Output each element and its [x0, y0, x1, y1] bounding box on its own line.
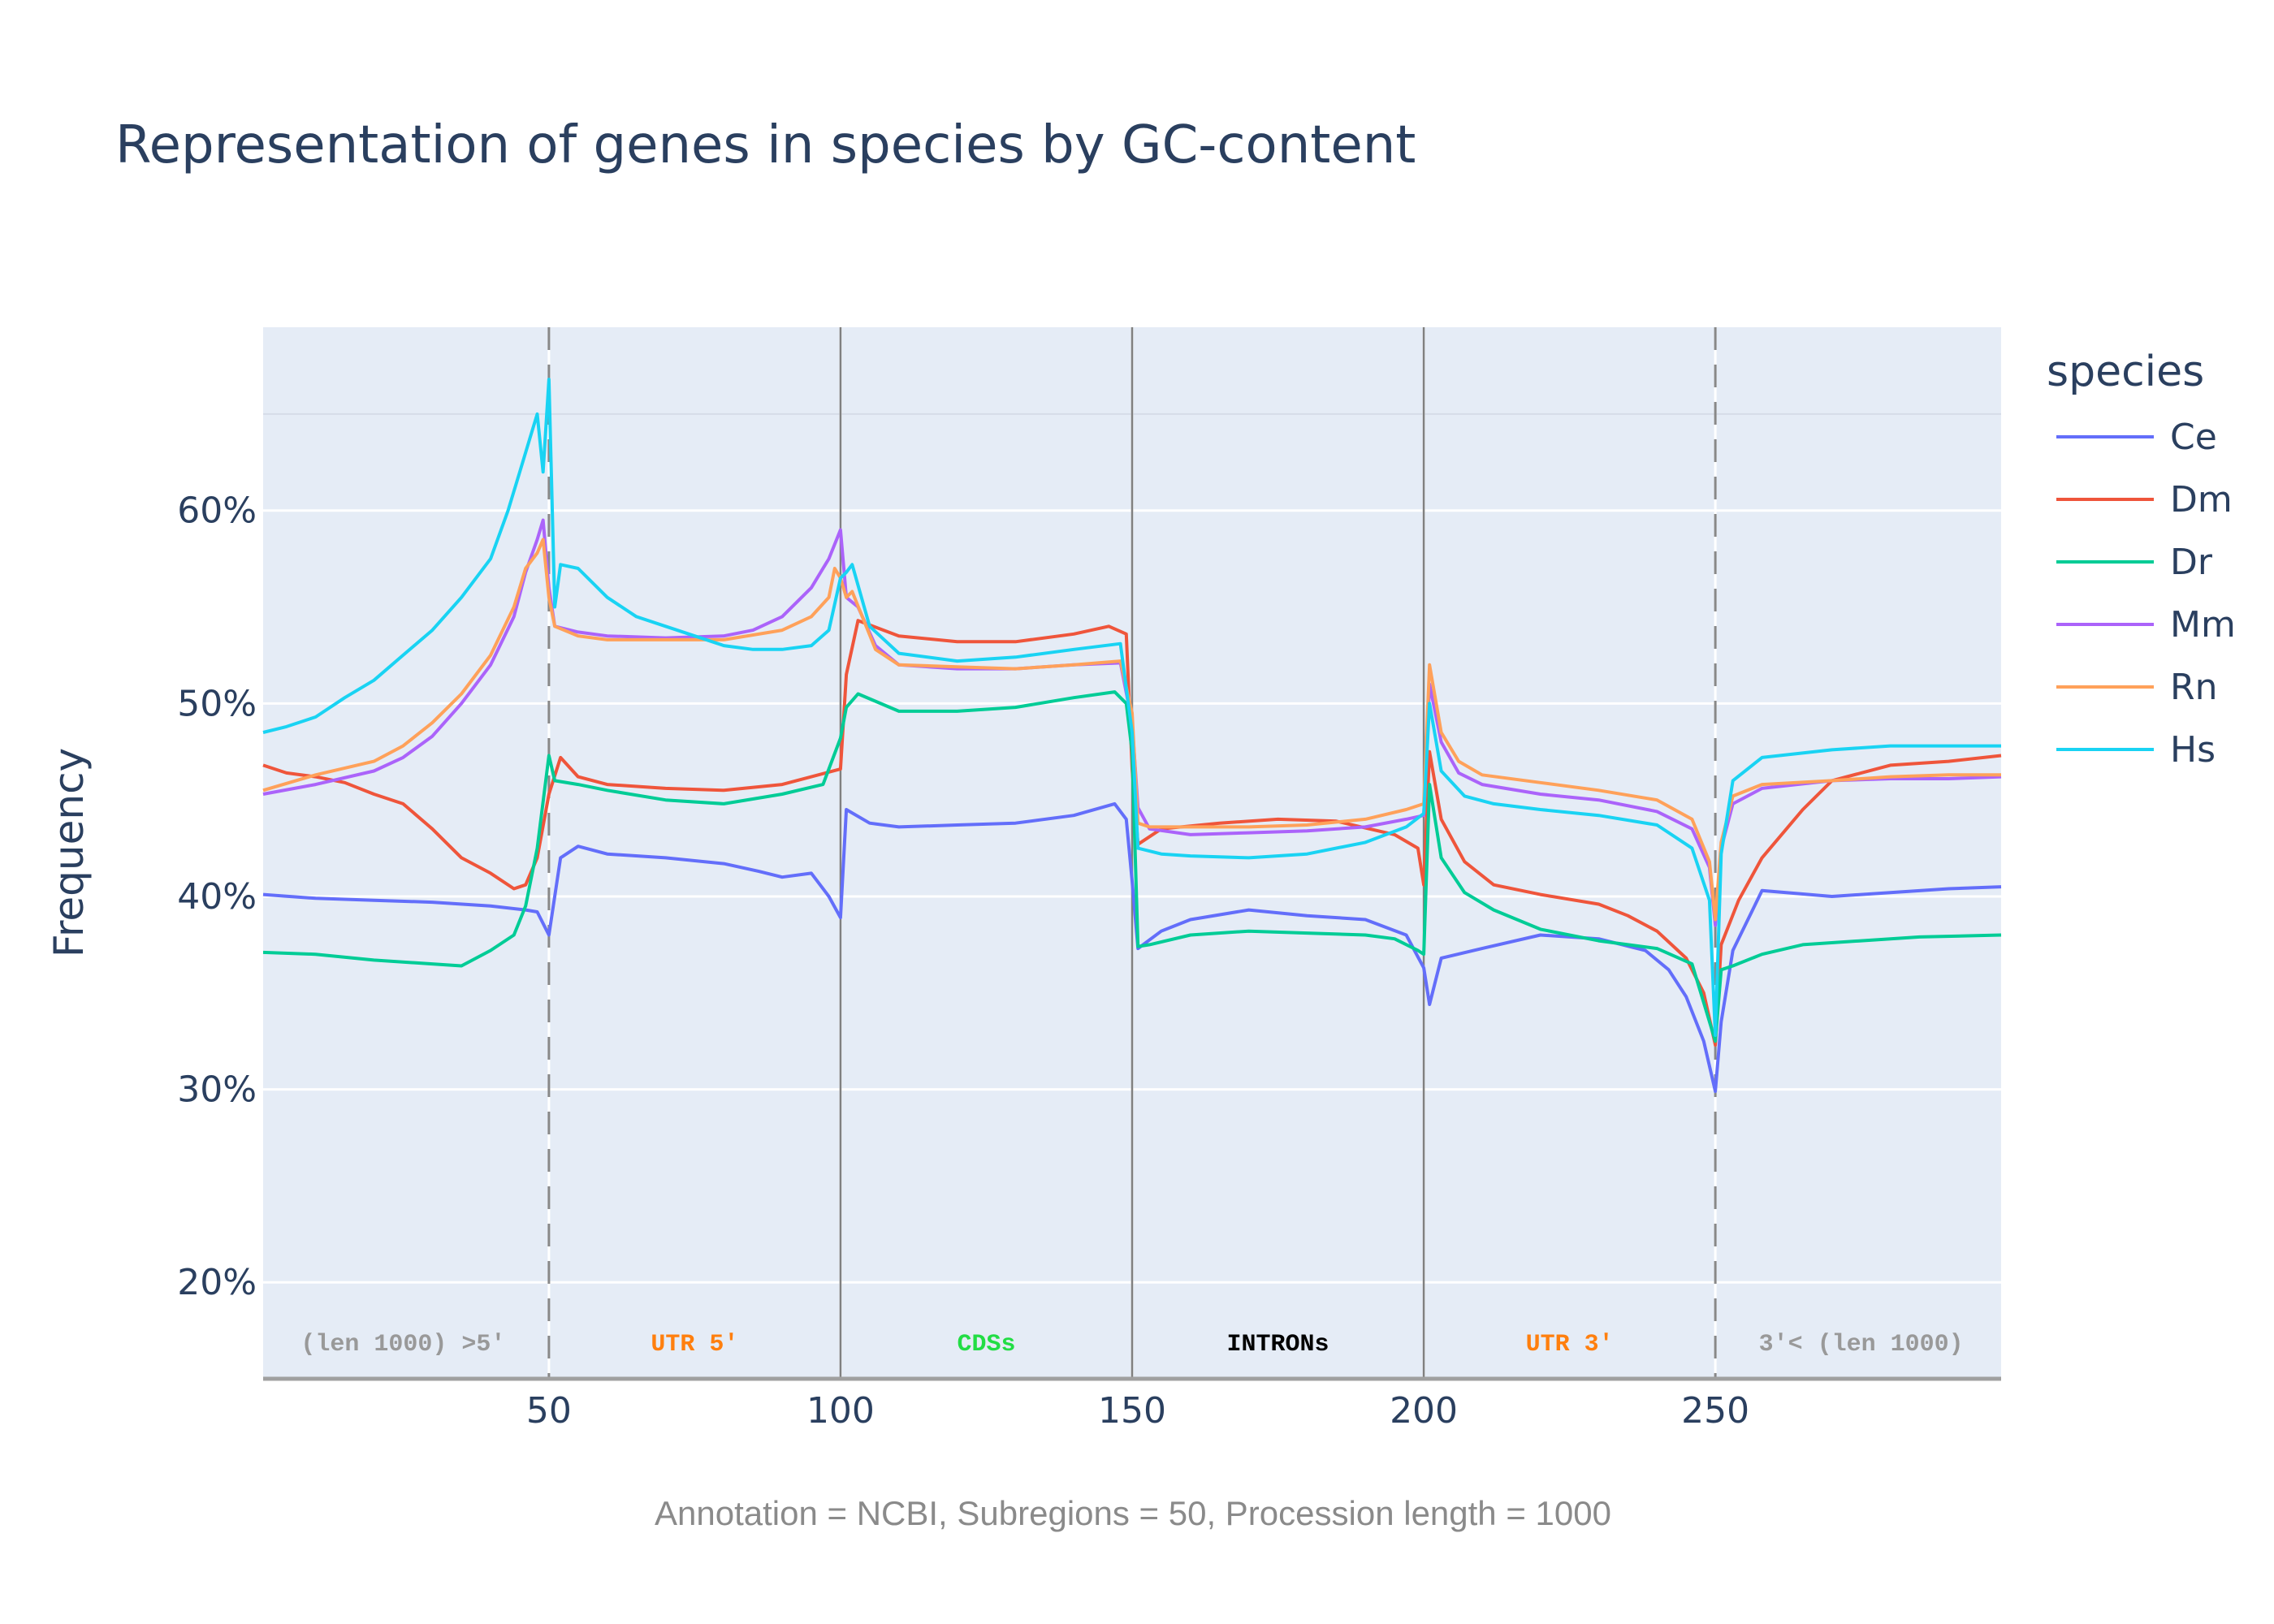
series-line-rn	[262, 538, 2001, 922]
y-axis-ticks: 20% 30% 40% 50% 60%	[177, 490, 257, 1303]
legend-label-hs[interactable]: Hs	[2170, 729, 2216, 771]
region-label-3: INTRONs	[1227, 1331, 1329, 1358]
legend-title: species	[2047, 348, 2204, 396]
x-tick-100: 100	[806, 1390, 875, 1432]
series-line-hs	[262, 378, 2001, 1037]
x-axis-ticks: 50 100 150 200 250	[526, 1390, 1749, 1432]
region-label-4: UTR 3'	[1526, 1331, 1614, 1358]
region-label-2: CDSs	[957, 1331, 1015, 1358]
y-tick-60: 60%	[177, 490, 257, 532]
legend-label-ce[interactable]: Ce	[2170, 417, 2217, 458]
chart-annotation: Annotation = NCBI, Subregions = 50, Proc…	[655, 1494, 1611, 1532]
x-tick-50: 50	[526, 1390, 572, 1432]
series-line-ce	[262, 801, 2002, 1093]
legend-label-rn[interactable]: Rn	[2170, 667, 2217, 708]
region-label-0: (len 1000) >5'	[300, 1331, 505, 1358]
region-labels: (len 1000) >5' UTR 5' CDSs INTRONs UTR 3' 3'<…	[300, 1331, 1963, 1358]
legend-label-dm[interactable]: Dm	[2170, 479, 2233, 520]
legend-label-dr[interactable]: Dr	[2170, 542, 2213, 583]
legend-label-mm[interactable]: Mm	[2170, 604, 2236, 646]
chart-title: Representation of genes in species by GC…	[115, 115, 1416, 175]
y-axis-label: Frequency	[45, 748, 93, 957]
x-tick-250: 250	[1681, 1390, 1749, 1432]
series-lines	[262, 378, 2002, 1093]
y-tick-50: 50%	[177, 683, 257, 724]
region-label-5: 3'< (len 1000)	[1759, 1331, 1964, 1358]
y-tick-40: 40%	[177, 876, 257, 918]
y-tick-20: 20%	[177, 1262, 257, 1303]
x-tick-200: 200	[1390, 1390, 1458, 1432]
y-tick-30: 30%	[177, 1069, 257, 1111]
legend-items[interactable]: Ce Dm Dr Mm Rn Hs	[2056, 417, 2236, 771]
legend[interactable]: species Ce Dm Dr Mm Rn Hs	[2047, 348, 2236, 771]
region-label-1: UTR 5'	[651, 1331, 738, 1358]
x-tick-150: 150	[1098, 1390, 1166, 1432]
